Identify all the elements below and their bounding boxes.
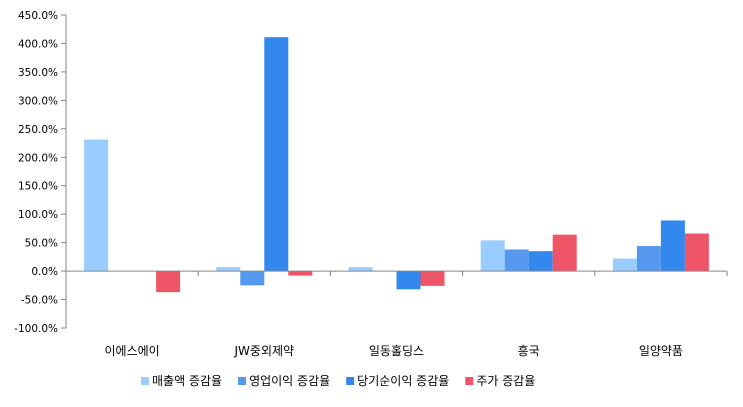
x-tick-label: 일양약품 bbox=[639, 343, 683, 358]
bar[interactable] bbox=[684, 233, 709, 272]
y-tick-label: 450.0% bbox=[18, 10, 58, 22]
bar[interactable] bbox=[420, 271, 445, 286]
bar[interactable] bbox=[240, 271, 265, 286]
y-tick-label: 400.0% bbox=[18, 38, 58, 50]
bar[interactable] bbox=[552, 234, 577, 272]
bar[interactable] bbox=[348, 267, 373, 272]
x-tick-label: JW중외제약 bbox=[234, 343, 295, 358]
y-tick-label: 150.0% bbox=[18, 181, 58, 193]
y-tick-label: 0.0% bbox=[31, 266, 58, 278]
x-tick-label: 이에스에이 bbox=[104, 344, 159, 358]
bar[interactable] bbox=[288, 271, 313, 276]
bar[interactable] bbox=[396, 271, 421, 290]
bar[interactable] bbox=[636, 246, 661, 272]
y-tick-label: 100.0% bbox=[18, 209, 58, 221]
bar[interactable] bbox=[264, 37, 289, 272]
legend-label: 주가 증감율 bbox=[476, 374, 535, 388]
legend: 매출액 증감율 영업이익 증감율 당기순이익 증감율 주가 증감율 bbox=[141, 374, 535, 388]
bar[interactable] bbox=[480, 240, 505, 272]
bar[interactable] bbox=[528, 251, 553, 272]
legend-label: 매출액 증감율 bbox=[152, 374, 222, 388]
legend-swatch bbox=[465, 377, 474, 385]
y-tick-label: -50.0% bbox=[21, 295, 58, 307]
bar[interactable] bbox=[612, 258, 637, 272]
y-tick-label: -100.0% bbox=[14, 323, 58, 335]
bar[interactable] bbox=[660, 220, 685, 272]
bar[interactable] bbox=[216, 267, 241, 272]
legend-swatch bbox=[238, 377, 247, 385]
legend-swatch bbox=[141, 377, 149, 385]
x-tick-label: 흥국 bbox=[518, 344, 540, 358]
bar[interactable] bbox=[84, 139, 109, 272]
bar[interactable] bbox=[504, 249, 529, 272]
y-tick-label: 250.0% bbox=[18, 124, 58, 136]
x-tick-label: 일동홀딩스 bbox=[369, 344, 424, 358]
y-tick-label: 350.0% bbox=[18, 67, 58, 79]
plot-area: -100.0% -50.0% 0.0% 50.0% 100.0% 150.0% 200.0%… bbox=[14, 10, 728, 358]
legend-label: 영업이익 증감율 bbox=[249, 374, 330, 388]
legend-swatch bbox=[346, 377, 355, 385]
y-tick-label: 300.0% bbox=[18, 95, 58, 107]
y-tick-label: 200.0% bbox=[18, 152, 58, 164]
legend-label: 당기순이익 증감율 bbox=[357, 374, 449, 388]
y-tick-label: 50.0% bbox=[25, 238, 58, 250]
bar[interactable] bbox=[156, 271, 181, 293]
